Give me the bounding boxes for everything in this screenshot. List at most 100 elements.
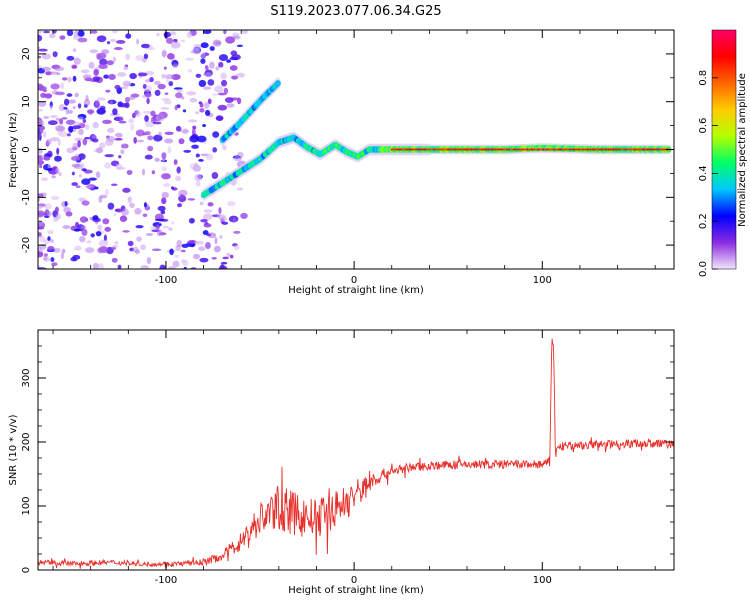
snr-y-ticks: 0 100 200 300 <box>21 329 674 573</box>
noise-blob <box>170 221 175 225</box>
noise-blob <box>170 41 181 49</box>
noise-blob <box>147 145 154 152</box>
noise-blob <box>85 185 93 189</box>
noise-blob <box>47 245 55 252</box>
ridge-peak <box>478 148 482 151</box>
ridge-peak <box>401 148 405 151</box>
noise-blob <box>205 233 212 237</box>
ridge-peak <box>546 148 549 151</box>
noise-blob <box>38 160 45 165</box>
noise-blob <box>200 218 208 223</box>
noise-blob <box>154 157 160 162</box>
noise-blob <box>43 131 47 138</box>
noise-blob <box>122 230 130 233</box>
noise-blob <box>122 187 131 193</box>
noise-blob <box>204 72 212 77</box>
noise-blob <box>43 30 51 34</box>
noise-blob <box>163 183 171 187</box>
noise-blob <box>119 215 128 223</box>
noise-blob <box>54 206 59 213</box>
noise-blob <box>233 230 241 234</box>
noise-blob <box>164 92 169 95</box>
noise-blob <box>54 155 62 162</box>
noise-blob <box>103 74 110 79</box>
noise-blob <box>160 209 166 215</box>
ridge-core <box>276 81 280 85</box>
ridge-peak <box>464 148 468 151</box>
noise-blob <box>101 49 110 55</box>
ridge-peak <box>654 148 658 151</box>
ridge-peak <box>584 148 588 151</box>
ridge-peak <box>406 148 409 151</box>
colorbar-gradient <box>711 29 737 270</box>
noise-blob <box>72 105 76 109</box>
noise-blob <box>49 137 60 142</box>
noise-blob <box>51 262 58 266</box>
ridge-peak <box>413 148 416 151</box>
noise-blob <box>147 135 154 141</box>
noise-blob <box>60 82 65 90</box>
noise-blob <box>153 80 161 86</box>
noise-blob <box>61 117 68 120</box>
ridge-peak <box>399 148 403 151</box>
noise-blob <box>200 52 206 59</box>
ridge-peak <box>559 148 563 151</box>
noise-blob <box>237 97 242 105</box>
noise-blob <box>218 265 228 269</box>
noise-blob <box>169 248 174 256</box>
ridge-peak <box>494 148 497 151</box>
ridge-peak <box>467 148 470 151</box>
noise-blob <box>55 167 60 174</box>
noise-blob <box>85 247 95 254</box>
noise-blob <box>192 125 197 130</box>
noise-blob <box>66 30 74 37</box>
noise-blob <box>223 87 229 95</box>
noise-blob <box>203 209 213 213</box>
colorbar-label: Normalized spectral amplitude <box>737 73 748 227</box>
ridge-peak <box>634 148 637 151</box>
noise-blob <box>98 196 103 203</box>
noise-blob <box>123 65 129 71</box>
noise-blob <box>235 72 246 78</box>
noise-blob <box>173 254 180 259</box>
noise-blob <box>41 177 49 182</box>
noise-blob <box>126 169 133 175</box>
ridge-peak <box>426 148 430 151</box>
snr-series-line <box>38 338 674 569</box>
noise-blob <box>161 166 168 172</box>
noise-blob <box>39 235 46 243</box>
noise-blob <box>61 77 68 81</box>
ridge-peak <box>444 148 448 151</box>
noise-blob <box>186 31 193 39</box>
noise-blob <box>133 136 138 144</box>
noise-blob <box>72 142 79 151</box>
noise-blob <box>142 84 147 89</box>
ridge-peak <box>623 148 626 151</box>
noise-blob <box>140 244 146 250</box>
noise-blob <box>121 208 129 216</box>
ridge-peak <box>580 148 583 151</box>
noise-blob <box>50 239 54 243</box>
noise-blob <box>160 107 170 110</box>
noise-blob <box>180 249 186 253</box>
snr-y-tick-label: 300 <box>21 368 32 387</box>
ridge-peak <box>607 148 610 151</box>
noise-blob <box>73 57 81 65</box>
noise-blob <box>135 224 144 229</box>
ridge-peak <box>537 148 540 151</box>
ridge-peak <box>435 148 439 151</box>
noise-blob <box>77 140 81 148</box>
noise-blob <box>226 59 232 63</box>
ridge-peak <box>616 148 619 151</box>
noise-blob <box>231 75 239 80</box>
noise-blob <box>191 144 199 149</box>
noise-blob <box>99 58 108 66</box>
noise-blob <box>142 213 148 218</box>
noise-blob <box>81 168 87 172</box>
spectrogram-y-tick-label: 0 <box>21 146 32 152</box>
ridge-peak <box>403 148 407 151</box>
noise-blob <box>215 115 224 122</box>
noise-blob <box>38 156 43 162</box>
noise-blob <box>167 266 176 269</box>
noise-blob <box>205 109 211 117</box>
